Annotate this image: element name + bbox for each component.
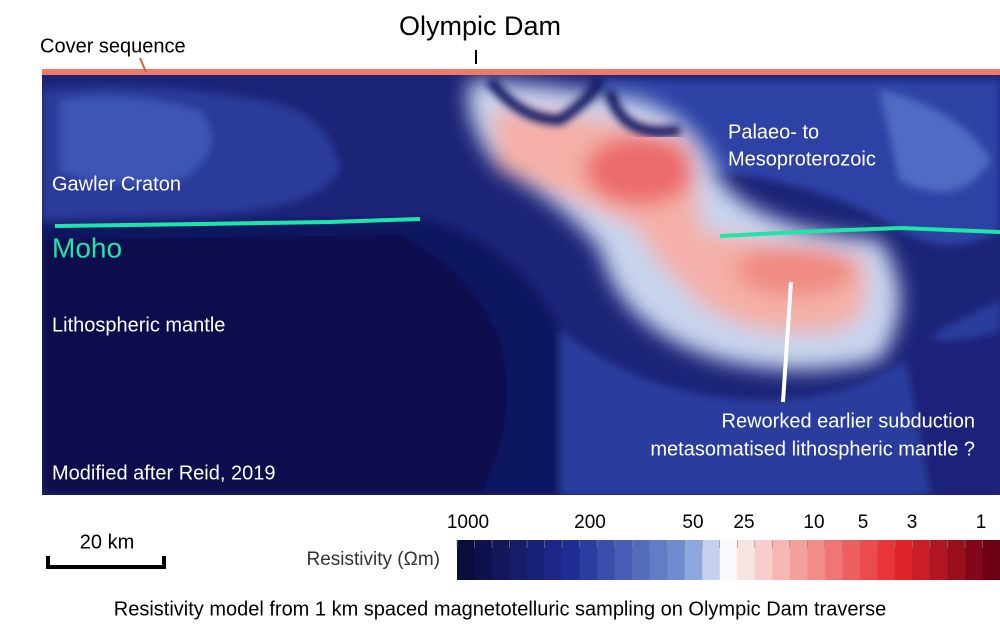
colorbar-cell — [702, 540, 721, 580]
colorbar-cell — [964, 540, 983, 580]
colorbar-cell — [912, 540, 931, 580]
pointer-line — [781, 281, 793, 403]
colorbar-cell — [982, 540, 1000, 580]
colorbar-cell — [947, 540, 966, 580]
label: Palaeo- to — [728, 121, 819, 143]
scale-bar-label: 20 km — [80, 531, 134, 553]
colorbar-tick: 10 — [803, 512, 824, 533]
colorbar-cell — [457, 540, 476, 580]
label: metasomatised lithospheric mantle ? — [650, 438, 975, 460]
label: Lithospheric mantle — [52, 314, 225, 336]
colorbar-tick: 5 — [858, 512, 869, 533]
colorbar-cell — [579, 540, 598, 580]
colorbar-cell — [649, 540, 668, 580]
colorbar-cell — [562, 540, 581, 580]
colorbar-cell — [824, 540, 843, 580]
colorbar-tick: 1 — [976, 512, 987, 533]
colorbar-cell — [632, 540, 651, 580]
colorbar-cell — [684, 540, 703, 580]
colorbar-cell — [894, 540, 913, 580]
label: Reworked earlier subduction — [722, 410, 975, 432]
colorbar-label: Resistivity (Ωm) — [307, 549, 440, 570]
colorbar-cell — [772, 540, 791, 580]
colorbar-tick: 50 — [682, 512, 703, 533]
colorbar-tick: 1000 — [447, 512, 489, 533]
cover-sequence-strip — [42, 69, 1000, 75]
label: Moho — [52, 232, 122, 263]
colorbar-cell — [929, 540, 948, 580]
colorbar-cell — [527, 540, 546, 580]
colorbar-cell — [492, 540, 511, 580]
scale-bar — [46, 556, 166, 569]
colorbar-cell — [597, 540, 616, 580]
colorbar-cell — [719, 540, 738, 580]
colorbar-cell — [614, 540, 633, 580]
resistivity-model — [42, 70, 1000, 495]
colorbar-cell — [737, 540, 756, 580]
colorbar-cell — [842, 540, 861, 580]
colorbar-cell — [509, 540, 528, 580]
cover-pointer — [139, 57, 147, 73]
colorbar-tick: 200 — [574, 512, 606, 533]
moho-line — [719, 225, 1000, 238]
colorbar — [456, 540, 1000, 580]
colorbar-cell — [859, 540, 878, 580]
colorbar-cell — [474, 540, 493, 580]
moho-line — [54, 217, 421, 228]
colorbar-cell — [754, 540, 773, 580]
colorbar-cell — [544, 540, 563, 580]
colorbar-cell — [877, 540, 896, 580]
colorbar-tick: 25 — [733, 512, 754, 533]
caption: Resistivity model from 1 km spaced magne… — [114, 598, 887, 620]
label: Mesoproterozoic — [728, 148, 876, 170]
label: Cover sequence — [40, 35, 186, 57]
colorbar-cell — [807, 540, 826, 580]
title: Olympic Dam — [399, 11, 561, 41]
credit: Modified after Reid, 2019 — [52, 462, 275, 484]
colorbar-cell — [667, 540, 686, 580]
colorbar-cell — [789, 540, 808, 580]
colorbar-tick: 3 — [907, 512, 918, 533]
label: Gawler Craton — [52, 173, 181, 195]
